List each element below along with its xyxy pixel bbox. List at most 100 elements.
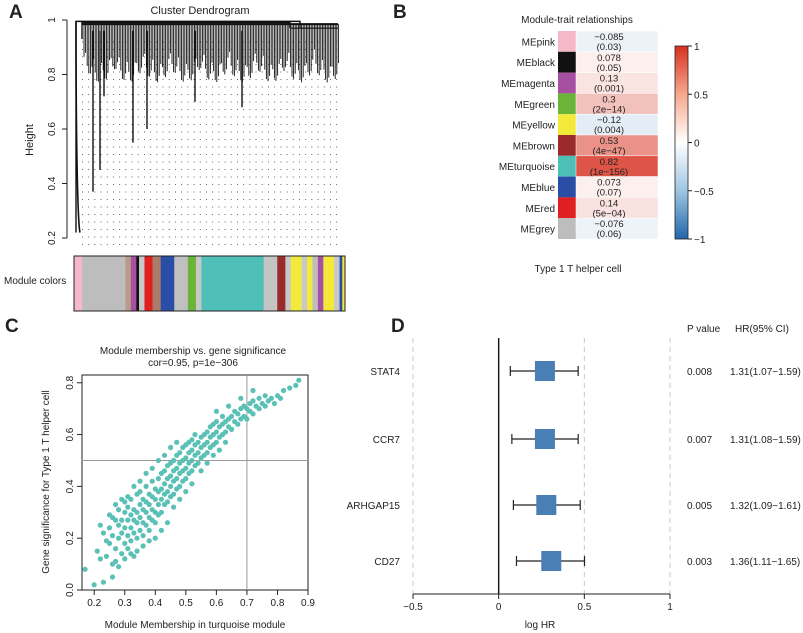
colorbar-tick-label: −0.5: [694, 187, 714, 198]
panel-d-forest: P value HR(95% CI) STAT4 0.008 1.31(1.07−1…: [347, 324, 801, 631]
scatter-point: [109, 533, 116, 539]
dendrogram-dotted-fill: [82, 41, 338, 245]
forest-gridlines: [412, 338, 671, 594]
heatmap-cell-pvalue: (0.07): [597, 188, 622, 199]
scatter-point: [106, 525, 113, 531]
dendrogram-y-tick-label: 0.4: [47, 176, 58, 190]
module-color-segment-grey: [82, 256, 126, 311]
colorbar: [674, 45, 689, 240]
scatter-point: [128, 525, 134, 531]
scatter-point: [177, 483, 183, 489]
scatter-point: [125, 546, 131, 552]
dendrogram-y-tick-label: 0.2: [47, 231, 58, 245]
forest-gene-label: CCR7: [373, 435, 401, 446]
scatter-point: [192, 432, 198, 438]
scatter-subtitle: cor=0.95, p=1e−306: [148, 358, 238, 369]
panel-letter-a: A: [9, 2, 23, 23]
heatmap-module-swatch: [558, 176, 576, 198]
dendrogram-title: Cluster Dendrogram: [150, 5, 249, 17]
forest-hr-ci: 1.31(1.08−1.59): [730, 435, 801, 446]
scatter-point: [296, 377, 302, 383]
forest-x-tick-label: −0.5: [403, 602, 423, 613]
heatmap-cell-cor: −0.085: [594, 32, 623, 43]
forest-header-pvalue: P value: [687, 324, 721, 335]
module-color-segment-grey: [174, 256, 189, 311]
heatmap-row-label: MEmagenta: [501, 79, 555, 90]
heatmap-row-label: MEblack: [517, 58, 556, 69]
scatter-point: [171, 491, 177, 497]
scatter-point: [158, 527, 164, 534]
scatter-point: [128, 512, 134, 518]
scatter-point: [250, 411, 256, 417]
scatter-point: [155, 476, 161, 482]
module-color-segment-mixed: [152, 256, 162, 311]
scatter-point: [256, 395, 262, 401]
scatter-point: [146, 527, 152, 534]
scatter-point: [106, 540, 113, 547]
scatter-point: [287, 385, 293, 391]
scatter-point: [152, 535, 158, 541]
scatter-point: [125, 504, 131, 510]
forest-hr-box: [534, 429, 555, 449]
scatter-point: [128, 551, 134, 557]
module-colors-bar: [74, 256, 346, 311]
scatter-point: [94, 548, 100, 554]
forest-xlabel: log HR: [525, 620, 556, 631]
scatter-point: [125, 533, 131, 539]
scatter-point: [131, 483, 137, 489]
scatter-point: [119, 517, 125, 523]
scatter-point: [97, 522, 103, 528]
scatter-point: [122, 556, 128, 562]
forest-x-tick-label: 1: [667, 602, 673, 613]
scatter-point: [161, 481, 168, 487]
colorbar-ticks: 1 0.5 0 −0.5 −1: [688, 42, 714, 246]
scatter-point: [229, 413, 235, 419]
forest-hr-ci: 1.31(1.07−1.59): [730, 367, 801, 378]
scatter-ylabel: Gene significance for Type 1 T helper ce…: [41, 390, 52, 573]
module-color-segment-magenta: [130, 256, 137, 311]
scatter-point: [195, 460, 201, 466]
scatter-point: [183, 476, 189, 482]
scatter-point: [226, 403, 232, 409]
module-color-segment-turquoise: [201, 256, 264, 311]
dendrogram-y-tick-label: 1: [47, 17, 58, 23]
scatter-point: [137, 501, 143, 508]
scatter-point: [161, 468, 168, 474]
scatter-point: [235, 421, 241, 427]
scatter-point: [244, 416, 250, 422]
forest-hr-ci: 1.36(1.11−1.65): [730, 557, 800, 568]
forest-x-axis: −0.5 0 0.5 1: [403, 593, 673, 613]
scatter-point: [116, 507, 122, 513]
scatter-point: [177, 496, 183, 502]
forest-rows: STAT4 0.008 1.31(1.07−1.59) CCR7 0.007 1.31(1…: [347, 361, 801, 571]
forest-gene-label: CD27: [374, 557, 400, 568]
scatter-y-tick-label: 0.6: [65, 427, 76, 441]
scatter-point: [204, 460, 210, 466]
heatmap-module-swatch: [558, 218, 576, 239]
scatter-point: [146, 538, 152, 544]
module-color-segment-red: [144, 256, 153, 311]
scatter-point: [122, 509, 128, 515]
scatter-point: [195, 439, 201, 445]
forest-pvalue: 0.007: [687, 435, 712, 446]
dendrogram-ylabel: Height: [24, 124, 36, 156]
scatter-title: Module membership vs. gene significance: [100, 346, 287, 357]
module-color-segment-grey: [312, 256, 319, 311]
scatter-x-tick-label: 0.8: [271, 598, 285, 609]
scatter-point: [149, 465, 155, 471]
scatter-point: [250, 398, 256, 404]
scatter-point: [171, 457, 177, 464]
scatter-points: [82, 377, 302, 588]
forest-hr-box: [536, 495, 557, 515]
scatter-point: [164, 489, 171, 495]
scatter-point: [143, 509, 149, 515]
scatter-point: [219, 413, 226, 419]
colorbar-tick-label: 1: [694, 42, 700, 53]
heatmap-row-label: MEblue: [521, 183, 555, 194]
scatter-point: [122, 540, 128, 547]
heatmap-cell-cor: 0.3: [602, 94, 615, 105]
heatmap-module-swatch: [558, 31, 576, 52]
scatter-x-tick-label: 0.4: [148, 598, 162, 609]
heatmap-row-label: MEpink: [522, 37, 556, 48]
scatter-point: [204, 450, 210, 456]
